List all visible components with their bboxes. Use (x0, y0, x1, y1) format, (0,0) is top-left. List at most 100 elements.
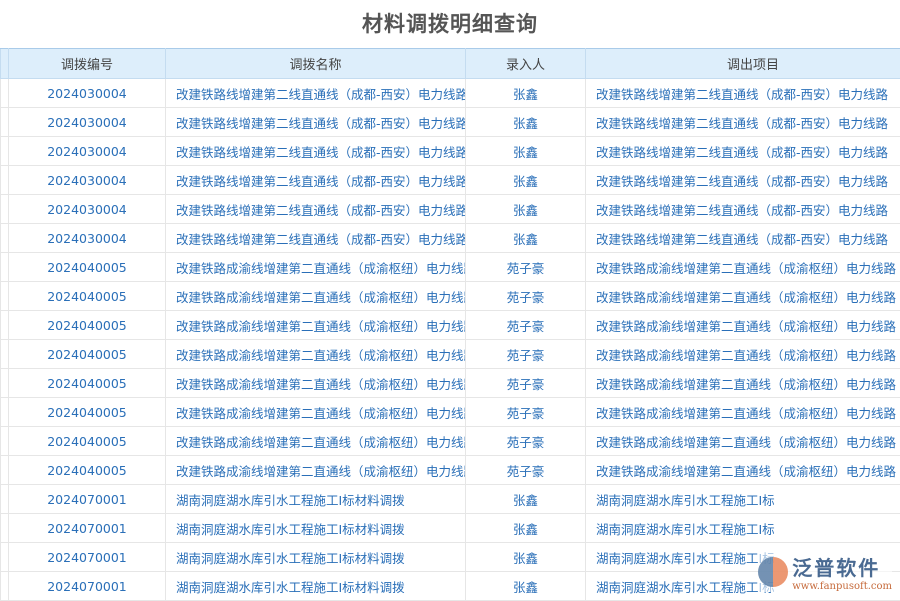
cell-transfer-name[interactable]: 改建铁路成渝线增建第二直通线（成渝枢纽）电力线路 (166, 369, 466, 398)
cell-source-project[interactable]: 湖南洞庭湖水库引水工程施工I标 (586, 485, 900, 514)
cell-creator[interactable]: 苑子豪 (466, 398, 586, 427)
row-select-cell[interactable] (1, 311, 9, 340)
cell-transfer-code[interactable]: 2024070001 (9, 572, 166, 601)
row-select-cell[interactable] (1, 137, 9, 166)
cell-transfer-name[interactable]: 改建铁路成渝线增建第二直通线（成渝枢纽）电力线路 (166, 282, 466, 311)
row-select-cell[interactable] (1, 427, 9, 456)
row-select-cell[interactable] (1, 398, 9, 427)
cell-transfer-name[interactable]: 改建铁路线增建第二线直通线（成都-西安）电力线路 (166, 166, 466, 195)
cell-transfer-name[interactable]: 改建铁路线增建第二线直通线（成都-西安）电力线路 (166, 195, 466, 224)
cell-transfer-code[interactable]: 2024040005 (9, 369, 166, 398)
cell-transfer-name[interactable]: 改建铁路线增建第二线直通线（成都-西安）电力线路 (166, 79, 466, 108)
cell-creator[interactable]: 苑子豪 (466, 456, 586, 485)
cell-transfer-code[interactable]: 2024070001 (9, 543, 166, 572)
cell-transfer-code[interactable]: 2024030004 (9, 137, 166, 166)
cell-source-project[interactable]: 改建铁路线增建第二线直通线（成都-西安）电力线路 (586, 224, 900, 253)
row-select-cell[interactable] (1, 456, 9, 485)
cell-source-project[interactable]: 改建铁路成渝线增建第二直通线（成渝枢纽）电力线路 (586, 282, 900, 311)
cell-creator[interactable]: 张鑫 (466, 485, 586, 514)
cell-transfer-code[interactable]: 2024040005 (9, 427, 166, 456)
row-select-cell[interactable] (1, 369, 9, 398)
column-header-source-project[interactable]: 调出项目 (586, 49, 900, 79)
cell-creator[interactable]: 苑子豪 (466, 369, 586, 398)
row-select-cell[interactable] (1, 485, 9, 514)
cell-source-project[interactable]: 湖南洞庭湖水库引水工程施工I标 (586, 514, 900, 543)
cell-transfer-code[interactable]: 2024030004 (9, 224, 166, 253)
cell-source-project[interactable]: 改建铁路成渝线增建第二直通线（成渝枢纽）电力线路 (586, 253, 900, 282)
cell-source-project[interactable]: 改建铁路线增建第二线直通线（成都-西安）电力线路 (586, 195, 900, 224)
cell-creator[interactable]: 张鑫 (466, 543, 586, 572)
cell-creator[interactable]: 苑子豪 (466, 340, 586, 369)
cell-creator[interactable]: 苑子豪 (466, 427, 586, 456)
cell-source-project[interactable]: 改建铁路成渝线增建第二直通线（成渝枢纽）电力线路 (586, 369, 900, 398)
cell-transfer-name[interactable]: 改建铁路线增建第二线直通线（成都-西安）电力线路 (166, 137, 466, 166)
cell-transfer-code[interactable]: 2024040005 (9, 340, 166, 369)
row-select-cell[interactable] (1, 253, 9, 282)
cell-creator[interactable]: 张鑫 (466, 195, 586, 224)
cell-transfer-code[interactable]: 2024030004 (9, 79, 166, 108)
cell-source-project[interactable]: 改建铁路成渝线增建第二直通线（成渝枢纽）电力线路 (586, 456, 900, 485)
cell-transfer-name[interactable]: 改建铁路线增建第二线直通线（成都-西安）电力线路 (166, 108, 466, 137)
cell-creator[interactable]: 张鑫 (466, 79, 586, 108)
cell-creator[interactable]: 张鑫 (466, 572, 586, 601)
row-select-cell[interactable] (1, 108, 9, 137)
cell-source-project[interactable]: 改建铁路线增建第二线直通线（成都-西安）电力线路 (586, 79, 900, 108)
cell-source-project[interactable]: 改建铁路成渝线增建第二直通线（成渝枢纽）电力线路 (586, 398, 900, 427)
cell-creator[interactable]: 苑子豪 (466, 282, 586, 311)
cell-transfer-code[interactable]: 2024040005 (9, 398, 166, 427)
cell-creator[interactable]: 张鑫 (466, 108, 586, 137)
cell-transfer-name[interactable]: 改建铁路成渝线增建第二直通线（成渝枢纽）电力线路 (166, 456, 466, 485)
column-header-code[interactable]: 调拨编号 (9, 49, 166, 79)
row-select-cell[interactable] (1, 572, 9, 601)
cell-source-project[interactable]: 改建铁路成渝线增建第二直通线（成渝枢纽）电力线路 (586, 340, 900, 369)
row-select-cell[interactable] (1, 514, 9, 543)
cell-transfer-name[interactable]: 改建铁路成渝线增建第二直通线（成渝枢纽）电力线路 (166, 311, 466, 340)
cell-transfer-name[interactable]: 改建铁路成渝线增建第二直通线（成渝枢纽）电力线路 (166, 398, 466, 427)
cell-transfer-code[interactable]: 2024030004 (9, 195, 166, 224)
cell-transfer-name[interactable]: 湖南洞庭湖水库引水工程施工I标材料调拨 (166, 572, 466, 601)
column-header-creator[interactable]: 录入人 (466, 49, 586, 79)
cell-source-project[interactable]: 改建铁路成渝线增建第二直通线（成渝枢纽）电力线路 (586, 427, 900, 456)
cell-creator[interactable]: 苑子豪 (466, 311, 586, 340)
cell-source-project[interactable]: 改建铁路成渝线增建第二直通线（成渝枢纽）电力线路 (586, 311, 900, 340)
row-select-cell[interactable] (1, 282, 9, 311)
cell-creator[interactable]: 张鑫 (466, 166, 586, 195)
cell-transfer-code[interactable]: 2024040005 (9, 311, 166, 340)
cell-transfer-name[interactable]: 改建铁路成渝线增建第二直通线（成渝枢纽）电力线路 (166, 427, 466, 456)
row-select-cell[interactable] (1, 543, 9, 572)
cell-transfer-name[interactable]: 改建铁路线增建第二线直通线（成都-西安）电力线路 (166, 224, 466, 253)
cell-creator[interactable]: 张鑫 (466, 224, 586, 253)
cell-creator[interactable]: 苑子豪 (466, 253, 586, 282)
cell-creator[interactable]: 张鑫 (466, 137, 586, 166)
cell-transfer-code[interactable]: 2024030004 (9, 108, 166, 137)
cell-transfer-name[interactable]: 改建铁路成渝线增建第二直通线（成渝枢纽）电力线路 (166, 340, 466, 369)
cell-transfer-name[interactable]: 湖南洞庭湖水库引水工程施工I标材料调拨 (166, 543, 466, 572)
cell-source-project[interactable]: 改建铁路线增建第二线直通线（成都-西安）电力线路 (586, 108, 900, 137)
column-header-name[interactable]: 调拨名称 (166, 49, 466, 79)
cell-transfer-code[interactable]: 2024070001 (9, 514, 166, 543)
row-select-cell[interactable] (1, 224, 9, 253)
cell-transfer-code[interactable]: 2024070001 (9, 485, 166, 514)
cell-transfer-code[interactable]: 2024040005 (9, 456, 166, 485)
cell-transfer-name[interactable]: 湖南洞庭湖水库引水工程施工I标材料调拨 (166, 485, 466, 514)
cell-transfer-code[interactable]: 2024040005 (9, 282, 166, 311)
cell-transfer-code[interactable]: 2024040005 (9, 253, 166, 282)
row-select-cell[interactable] (1, 166, 9, 195)
cell-transfer-code[interactable]: 2024030004 (9, 166, 166, 195)
cell-creator[interactable]: 张鑫 (466, 514, 586, 543)
